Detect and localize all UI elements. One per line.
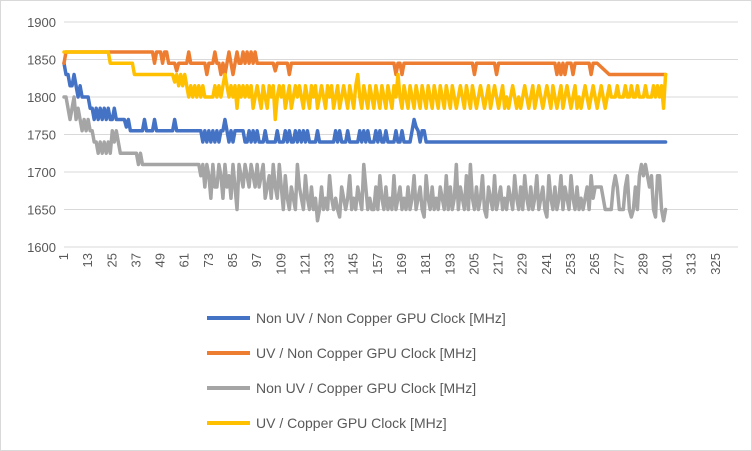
x-tick-label: 25 [104,253,119,267]
x-tick-label: 73 [201,253,216,267]
x-tick-label: 169 [394,253,409,275]
x-tick-label: 13 [80,253,95,267]
x-tick-label: 265 [587,253,602,275]
x-tick-label: 301 [660,253,675,275]
x-tick-label: 217 [491,253,506,275]
x-tick-label: 1 [56,253,71,260]
x-tick-label: 277 [611,253,626,275]
x-tick-label: 61 [177,253,192,267]
y-tick-label: 1900 [27,15,56,30]
y-tick-label: 1700 [27,165,56,180]
x-tick-label: 97 [249,253,264,267]
y-tick-label: 1650 [27,203,56,218]
x-tick-label: 49 [153,253,168,267]
x-tick-label: 157 [370,253,385,275]
x-tick-label: 37 [128,253,143,267]
x-tick-label: 241 [539,253,554,275]
x-tick-label: 133 [322,253,337,275]
y-tick-label: 1750 [27,128,56,143]
x-tick-label: 229 [515,253,530,275]
x-tick-label: 109 [273,253,288,275]
y-tick-label: 1850 [27,53,56,68]
x-tick-label: 145 [346,253,361,275]
x-tick-label: 313 [684,253,699,275]
legend-label: UV / Copper GPU Clock [MHz] [256,415,447,431]
x-axis: 1 13 25 37 49 61 73 85 97 109 121 133 145 157 169 181 19… [56,246,738,275]
x-tick-label: 85 [225,253,240,267]
x-tick-label: 193 [442,253,457,275]
legend-label: UV / Non Copper GPU Clock [MHz] [256,345,476,361]
series-line-3 [62,95,668,223]
series-lines [62,50,668,223]
gridlines [64,21,738,210]
x-tick-label: 181 [418,253,433,275]
x-tick-label: 289 [635,253,650,275]
y-tick-label: 1600 [27,240,56,255]
legend-label: Non UV / Non Copper GPU Clock [MHz] [256,310,506,326]
series-line-1 [62,61,668,144]
x-tick-label: 253 [563,253,578,275]
legend-label: Non UV / Copper GPU Clock [MHz] [256,380,476,396]
legend: Non UV / Non Copper GPU Clock [MHz] UV / … [207,310,506,431]
x-tick-label: 205 [466,253,481,275]
x-tick-label: 325 [708,253,723,275]
series-line-4 [62,50,668,122]
y-axis-ticks: 1600 1650 1700 1750 1800 1850 1900 [27,15,56,255]
y-tick-label: 1800 [27,90,56,105]
x-tick-label: 121 [297,253,312,275]
series-line-2 [62,50,668,77]
